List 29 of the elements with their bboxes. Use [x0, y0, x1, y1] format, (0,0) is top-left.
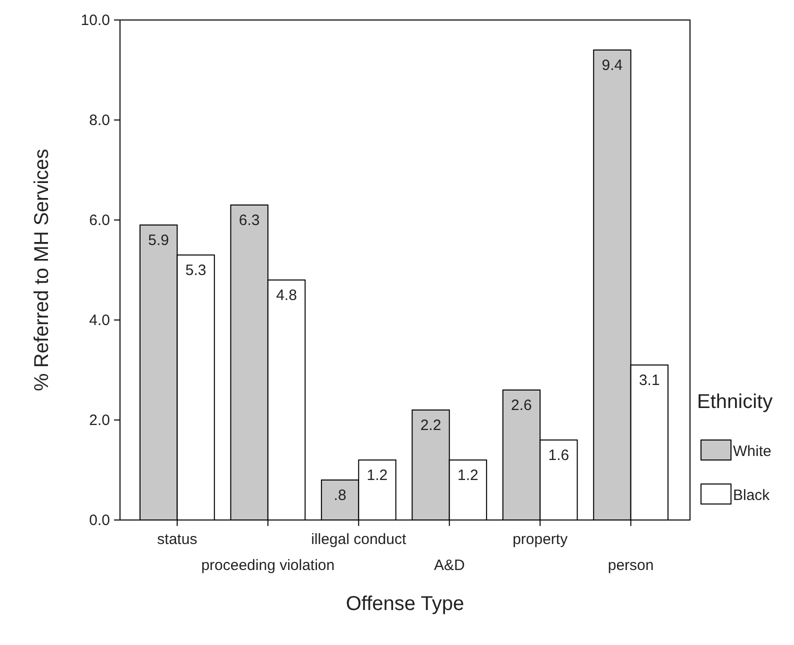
- legend-title: Ethnicity: [697, 391, 773, 413]
- legend-label: White: [733, 443, 772, 460]
- data-label: 2.2: [420, 417, 442, 434]
- data-label: 6.3: [238, 212, 260, 229]
- data-label: 9.4: [602, 57, 623, 74]
- data-label: 2.6: [511, 397, 532, 414]
- x-tick-label: A&D: [434, 557, 465, 574]
- y-tick-label: 2.0: [89, 412, 110, 429]
- y-axis-title: % Referred to MH Services: [31, 148, 53, 392]
- data-label: 1.2: [366, 467, 388, 484]
- data-label: 4.8: [276, 287, 297, 304]
- x-tick-label: proceeding violation: [201, 557, 335, 574]
- y-tick-label: 8.0: [89, 112, 110, 129]
- x-axis-title: Offense Type: [346, 593, 464, 615]
- y-tick-label: 0.0: [89, 512, 110, 529]
- x-tick-label: person: [608, 557, 654, 574]
- y-tick-label: 10.0: [80, 12, 110, 29]
- data-label: .8: [334, 487, 346, 504]
- data-label: 1.2: [458, 467, 478, 484]
- x-tick-label: property: [512, 531, 568, 548]
- data-label: 5.9: [148, 232, 170, 249]
- y-tick-label: 6.0: [89, 212, 110, 229]
- data-label: 3.1: [638, 372, 660, 389]
- legend-label: Black: [733, 487, 770, 504]
- x-tick-label: status: [157, 531, 198, 548]
- data-label: 1.6: [548, 447, 570, 464]
- y-tick-label: 4.0: [89, 312, 110, 329]
- data-label: 5.3: [185, 262, 206, 279]
- x-tick-label: illegal conduct: [311, 531, 407, 548]
